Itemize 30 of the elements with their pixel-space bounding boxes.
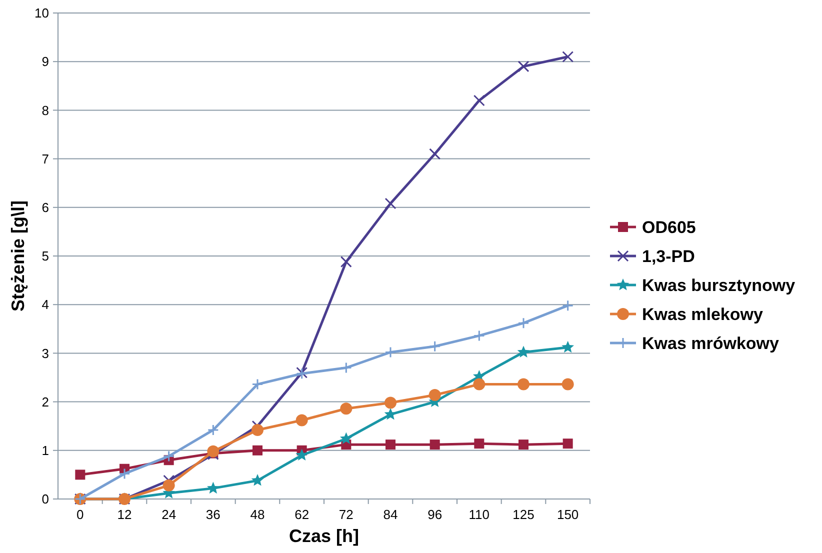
legend-label: Kwas mlekowy (642, 304, 764, 324)
x-tick-label: 150 (556, 507, 579, 522)
y-tick-label: 4 (42, 297, 49, 312)
x-tick-label: 110 (468, 507, 490, 522)
y-axis-title: Stężenie [g\l] (8, 200, 28, 312)
legend-label: Kwas mrówkowy (642, 334, 780, 353)
y-tick-label: 3 (42, 346, 49, 361)
legend-label: OD605 (642, 218, 696, 237)
y-tick-label: 8 (42, 102, 49, 118)
x-tick-label: 24 (162, 507, 176, 522)
y-tick-label: 9 (42, 54, 49, 70)
legend-label: Kwas bursztynowy (642, 276, 796, 295)
y-tick-label: 5 (42, 248, 49, 264)
x-tick-label: 0 (76, 507, 84, 522)
x-tick-label: 125 (512, 507, 534, 522)
y-tick-label: 6 (42, 200, 49, 215)
legend-label: 1,3-PD (642, 246, 695, 266)
x-tick-label: 96 (428, 507, 442, 522)
x-tick-label: 72 (338, 507, 354, 522)
x-axis-title: Czas [h] (288, 526, 360, 546)
y-tick-label: 7 (42, 151, 49, 166)
x-tick-label: 12 (117, 507, 132, 522)
x-tick-label: 48 (250, 507, 265, 522)
y-tick-label: 10 (34, 6, 49, 21)
y-tick-label: 2 (42, 394, 49, 410)
x-tick-label: 36 (206, 507, 220, 522)
y-tick-label: 1 (42, 442, 49, 458)
x-tick-label: 84 (383, 507, 398, 522)
y-tick-label: 0 (42, 492, 49, 507)
x-tick-label: 62 (294, 507, 310, 522)
